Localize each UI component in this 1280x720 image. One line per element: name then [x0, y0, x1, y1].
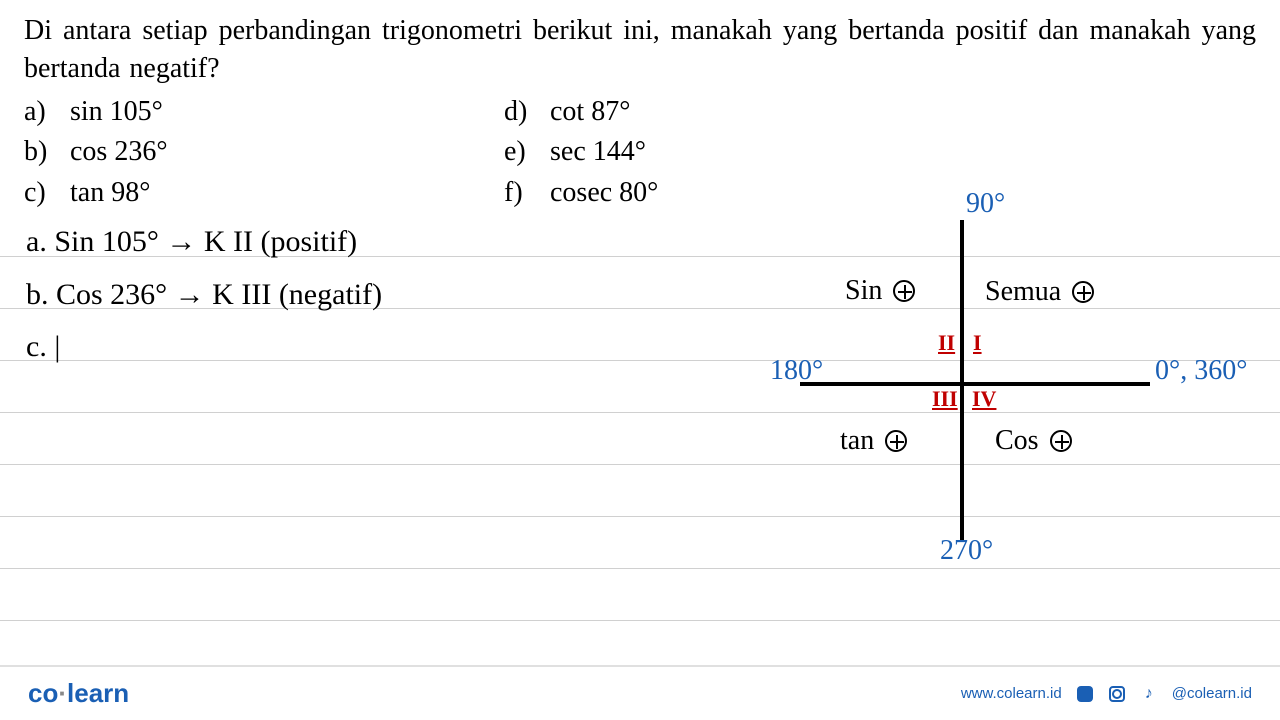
angle-label-0: 0°, 360°: [1155, 355, 1247, 387]
option-label: e): [504, 132, 532, 173]
angle-label-180: 180°: [770, 355, 823, 387]
options-right-col: d) cot 87° e) sec 144° f) cosec 80°: [504, 92, 658, 214]
vertical-axis: [960, 220, 964, 540]
logo-dot: ·: [58, 678, 67, 708]
plus-icon: [1072, 281, 1094, 303]
roman-i: I: [973, 330, 982, 356]
quadrant-1-label: Semua: [985, 276, 1094, 308]
roman-ii: II: [938, 330, 955, 356]
option-label: a): [24, 92, 52, 133]
option-a: a) sin 105°: [24, 92, 464, 133]
footer-handle: @colearn.id: [1172, 685, 1252, 702]
roman-iii: III: [932, 386, 958, 412]
q4-text: Cos: [995, 425, 1039, 456]
option-d: d) cot 87°: [504, 92, 658, 133]
option-value: cos 236°: [70, 132, 168, 173]
option-e: e) sec 144°: [504, 132, 658, 173]
handwritten-answer-a: a. Sin 105° → K II (positif): [26, 225, 357, 259]
option-label: b): [24, 132, 52, 173]
footer-right: www.colearn.id ♪ @colearn.id: [961, 685, 1252, 703]
handwritten-answer-b: b. Cos 236° → K III (negatif): [26, 278, 382, 312]
roman-iv: IV: [972, 386, 996, 412]
option-value: sin 105°: [70, 92, 163, 133]
tiktok-icon: ♪: [1140, 685, 1158, 703]
option-label: d): [504, 92, 532, 133]
plus-icon: [1050, 430, 1072, 452]
quadrant-3-label: tan: [840, 425, 907, 457]
question-text: Di antara setiap perbandingan trigonomet…: [24, 12, 1256, 88]
q3-text: tan: [840, 425, 874, 456]
option-value: cot 87°: [550, 92, 630, 133]
q2-text: Sin: [845, 275, 882, 306]
colearn-logo: co·learn: [28, 678, 129, 709]
logo-text-pre: co: [28, 678, 58, 708]
option-b: b) cos 236°: [24, 132, 464, 173]
q1-text: Semua: [985, 276, 1061, 307]
instagram-icon: [1108, 685, 1126, 703]
footer-url: www.colearn.id: [961, 685, 1062, 702]
footer-bar: co·learn www.colearn.id ♪ @colearn.id: [0, 665, 1280, 720]
option-value: sec 144°: [550, 132, 646, 173]
plus-icon: [893, 280, 915, 302]
angle-label-90: 90°: [966, 188, 1005, 220]
logo-text-post: learn: [67, 678, 129, 708]
angle-label-270: 270°: [940, 535, 993, 567]
quadrant-4-label: Cos: [995, 425, 1072, 457]
facebook-icon: [1076, 685, 1094, 703]
options-left-col: a) sin 105° b) cos 236° c) tan 98°: [24, 92, 464, 214]
handwritten-answer-c: c. |: [26, 330, 60, 364]
plus-icon: [885, 430, 907, 452]
quadrant-diagram: 90° 180° 0°, 360° 270° Sin Semua tan Cos…: [760, 190, 1260, 570]
quadrant-2-label: Sin: [845, 275, 915, 307]
